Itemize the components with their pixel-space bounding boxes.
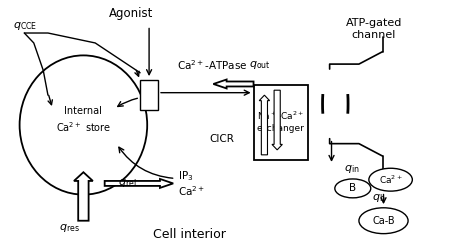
Text: $\mathrm{Ca^{2+}}$-ATPase: $\mathrm{Ca^{2+}}$-ATPase bbox=[177, 58, 248, 72]
Text: Ca-B: Ca-B bbox=[372, 216, 395, 226]
Text: Internal
$\mathrm{Ca^{2+}}$ store: Internal $\mathrm{Ca^{2+}}$ store bbox=[56, 106, 111, 134]
Text: $q_\mathrm{b}$: $q_\mathrm{b}$ bbox=[372, 192, 385, 204]
Text: $\mathrm{Ca^{2+}}$: $\mathrm{Ca^{2+}}$ bbox=[379, 174, 402, 186]
Text: $q_\mathrm{rel}$: $q_\mathrm{rel}$ bbox=[118, 178, 137, 190]
FancyArrow shape bbox=[105, 179, 173, 188]
Text: R: R bbox=[145, 88, 153, 101]
Circle shape bbox=[335, 179, 371, 198]
Text: Cell interior: Cell interior bbox=[153, 228, 226, 241]
Circle shape bbox=[369, 168, 412, 191]
Text: $q_\mathrm{CCE}$: $q_\mathrm{CCE}$ bbox=[12, 20, 37, 32]
FancyArrow shape bbox=[259, 95, 270, 155]
FancyArrow shape bbox=[272, 90, 283, 150]
Text: CICR: CICR bbox=[210, 134, 234, 144]
Text: B: B bbox=[349, 184, 356, 194]
FancyBboxPatch shape bbox=[140, 80, 158, 110]
Text: ATP-gated
channel: ATP-gated channel bbox=[346, 18, 402, 40]
Text: $\mathrm{IP_3}$: $\mathrm{IP_3}$ bbox=[178, 169, 193, 183]
FancyArrow shape bbox=[74, 172, 93, 221]
Text: $q_\mathrm{out}$: $q_\mathrm{out}$ bbox=[249, 59, 271, 71]
FancyBboxPatch shape bbox=[254, 85, 308, 160]
Text: $q_\mathrm{in}$: $q_\mathrm{in}$ bbox=[344, 162, 359, 174]
Text: $q_\mathrm{res}$: $q_\mathrm{res}$ bbox=[59, 222, 80, 234]
FancyArrow shape bbox=[213, 80, 254, 88]
Text: $\mathrm{Na^+}$-$\mathrm{Ca^{2+}}$
exchanger: $\mathrm{Na^+}$-$\mathrm{Ca^{2+}}$ excha… bbox=[256, 110, 304, 133]
Text: $\mathrm{Ca^{2+}}$: $\mathrm{Ca^{2+}}$ bbox=[178, 184, 205, 198]
Text: Agonist: Agonist bbox=[109, 6, 153, 20]
Circle shape bbox=[359, 208, 408, 234]
